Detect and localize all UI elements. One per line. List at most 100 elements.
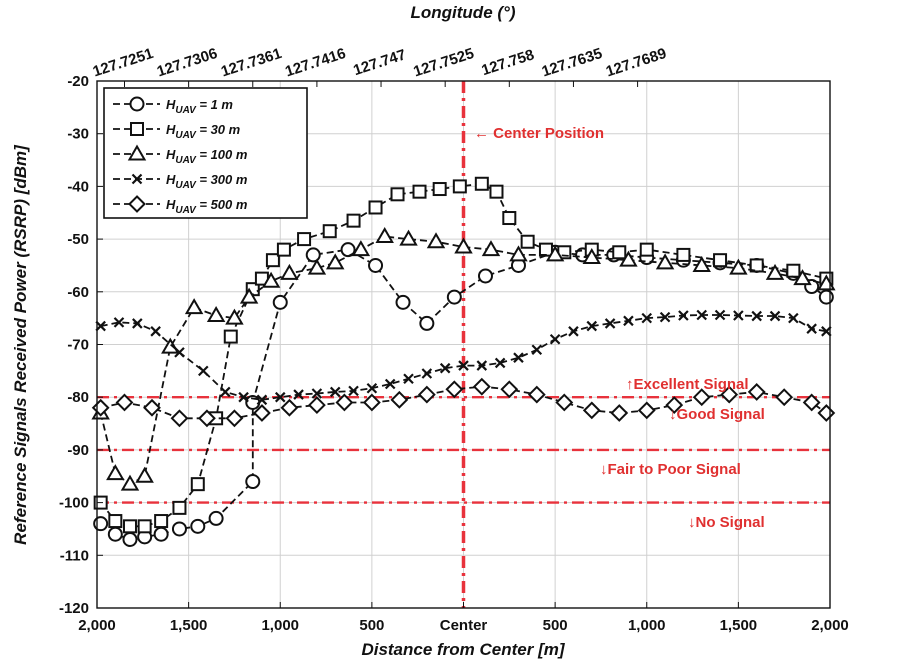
data-point [445,380,464,399]
data-point [206,306,226,323]
data-point [305,247,321,263]
data-point [113,317,125,328]
y-tick-label: -50 [67,231,89,248]
legend-label-sub: UAV [175,205,197,216]
data-point [639,242,654,257]
x-axis-title: Distance from Center [m] [361,640,565,659]
data-point [432,182,447,197]
legend-label: HUAV = 100 m [166,147,248,166]
data-point [190,477,205,492]
legend-item-2: HUAV = 100 m [113,144,248,166]
series-4 [91,377,836,428]
data-point [122,531,138,547]
series-line [100,385,827,420]
data-point [527,385,546,404]
data-point [307,396,326,415]
data-point [655,253,675,270]
top-tick-label: 127.7251 [91,45,156,81]
data-point [174,347,185,358]
data-point [280,398,299,417]
data-point [509,245,528,262]
data-point [348,385,359,397]
data-point [129,96,145,112]
data-point [368,257,384,273]
series-2 [91,226,836,491]
data-point [659,311,671,323]
data-point [150,326,161,337]
data-point [325,253,345,270]
top-tick-label: 127.7525 [411,45,476,81]
data-point [665,396,684,415]
data-point [384,378,396,390]
data-point [153,526,169,542]
top-tick-label: 127.7361 [219,45,284,81]
data-point [502,211,517,226]
data-point [329,386,341,398]
data-point [733,310,744,321]
x-tick-label: Center [440,617,488,634]
data-point [555,393,574,412]
data-point [190,518,206,534]
x-tick-label: 2,000 [78,617,116,634]
data-point [793,269,812,286]
data-point [477,268,493,284]
data-point [531,344,543,356]
y-tick-label: -40 [67,178,89,195]
data-point [322,224,337,239]
data-point [612,245,627,260]
legend-label-h: H [166,172,176,187]
data-point [108,514,123,529]
y-tick-label: -70 [67,337,89,354]
data-point [604,318,616,329]
data-point [786,263,801,278]
data-point [107,526,123,542]
legend-item-1: HUAV = 30 m [113,122,241,141]
data-point [586,320,598,332]
legend-item-3: HUAV = 300 m [113,172,248,191]
excellent-signal-label: ↑Excellent Signal [626,376,749,393]
data-point [274,391,286,403]
data-point [219,386,231,398]
data-point [678,310,689,321]
data-point [494,357,506,369]
data-point [692,388,711,407]
data-point [130,122,144,136]
data-point [106,464,125,481]
data-point [122,519,137,534]
data-point [245,474,261,490]
data-point [184,298,204,315]
data-point [256,394,268,406]
data-point [154,514,169,529]
data-point [127,144,147,161]
data-point [261,271,281,288]
data-point [568,326,579,337]
y-tick-label: -120 [59,600,89,617]
data-point [293,389,304,400]
y-axis-title: Reference Signals Received Power (RSRP) … [11,144,30,545]
data-point [128,195,146,213]
data-point [806,323,817,334]
legend-item-4: HUAV = 500 m [113,195,248,216]
good-signal-label: ↓Good Signal [669,406,765,423]
bottom-axis-ticks: 2,000 1,500 1,000 500 Center 500 1,000 1,500 2,0… [78,602,849,634]
series-line [99,182,827,528]
data-point [239,287,259,304]
top-axis-title: Longitude (°) [411,3,516,22]
data-point [765,263,785,280]
data-point [619,250,638,267]
data-point [476,360,488,371]
data-point [788,312,799,324]
data-point [403,373,414,385]
data-point [399,229,418,246]
y-tick-label: -90 [67,442,89,459]
data-point [747,383,766,401]
legend-label-sub: UAV [175,155,197,166]
data-point [395,294,411,310]
data-point [610,404,629,422]
data-point [171,521,187,537]
data-point [143,398,161,417]
data-point [513,352,524,363]
legend-label-value: = 300 m [196,172,248,187]
data-point [335,393,354,412]
